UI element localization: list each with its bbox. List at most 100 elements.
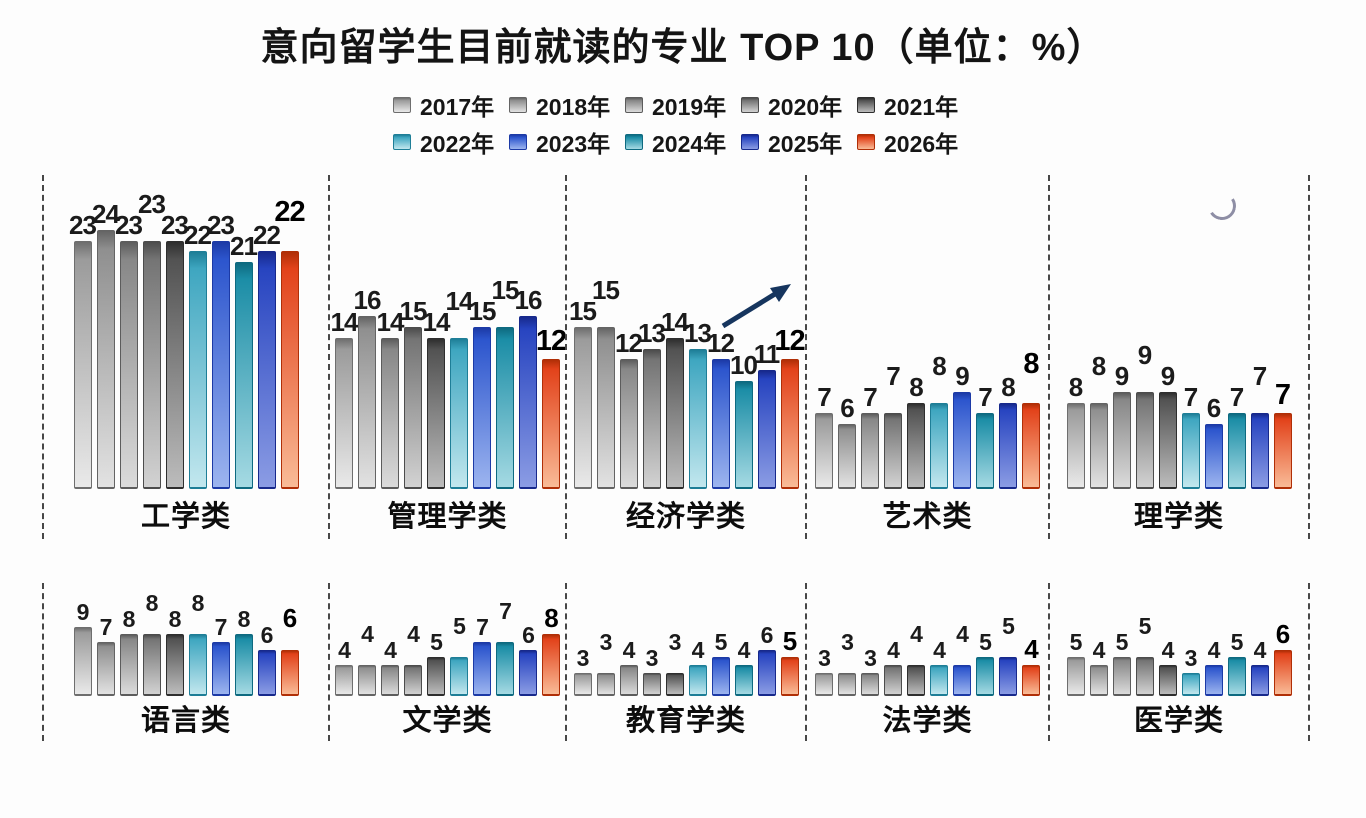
group-label-economics: 经济学类	[625, 500, 746, 533]
legend-label-2022: 2022年	[420, 130, 495, 157]
bar-col-literature-2026: 8	[542, 605, 560, 696]
legend-item-2021: 2021年	[857, 88, 973, 122]
bar-col-medicine-2018: 4	[1089, 638, 1108, 696]
bar-col-law-2023: 4	[953, 622, 971, 696]
bar-arts-2017	[815, 412, 833, 489]
bar-col-science-2018: 8	[1089, 353, 1108, 489]
bar-col-arts-2021: 8	[907, 374, 925, 489]
bar-economics-2018	[596, 326, 615, 489]
bar-value-economics-2025: 11	[753, 338, 780, 369]
bar-value-science-2025: 7	[1252, 360, 1268, 391]
bar-col-medicine-2021: 4	[1158, 638, 1177, 696]
bar-col-law-2020: 4	[884, 638, 902, 696]
chart-row-upper: 23 24 23 23 23 22 23 21 22 22 工学类 14 16 14 15 14 14 15 15 1…	[42, 174, 1310, 539]
legend-label-2021: 2021年	[884, 93, 959, 120]
bar-arts-2021	[907, 402, 925, 489]
bar-col-literature-2021: 5	[427, 628, 445, 696]
bar-law-2020	[884, 664, 902, 696]
bar-value-medicine-2019: 5	[1115, 628, 1129, 655]
bar-science-2023	[1204, 423, 1223, 489]
bar-value-management-2026: 12	[535, 324, 567, 357]
bar-literature-2017	[335, 664, 353, 696]
bar-value-literature-2021: 5	[430, 628, 443, 655]
bar-col-medicine-2026: 6	[1273, 621, 1292, 696]
bar-medicine-2022	[1181, 672, 1200, 696]
bar-col-science-2025: 7	[1250, 363, 1269, 489]
bar-value-science-2017: 8	[1068, 371, 1084, 402]
bar-col-science-2021: 9	[1158, 363, 1177, 489]
bar-science-2020	[1135, 391, 1154, 489]
bar-literature-2020	[404, 664, 422, 696]
bar-science-2018	[1089, 402, 1108, 489]
bar-value-science-2019: 9	[1114, 360, 1130, 391]
bar-languages-2026	[280, 649, 299, 696]
bar-value-education-2018: 3	[599, 628, 613, 655]
bar-col-management-2023: 15	[469, 298, 496, 489]
bars-engineering: 23 24 23 23 23 22 23 21 22 22	[69, 191, 306, 489]
bar-col-economics-2025: 11	[754, 341, 780, 489]
bar-col-management-2019: 14	[377, 309, 404, 489]
bar-medicine-2026	[1273, 649, 1292, 696]
bar-col-medicine-2025: 4	[1250, 638, 1269, 696]
bar-col-arts-2017: 7	[815, 384, 833, 489]
bar-value-arts-2019: 7	[863, 381, 878, 412]
bar-col-engineering-2024: 21	[230, 233, 258, 489]
bar-value-management-2020: 15	[399, 295, 428, 326]
bar-col-economics-2017: 15	[569, 298, 597, 489]
bar-col-education-2019: 4	[619, 638, 638, 696]
bar-value-medicine-2020: 5	[1138, 612, 1152, 639]
bar-value-management-2022: 14	[445, 285, 474, 316]
bar-law-2021	[907, 664, 925, 696]
bar-medicine-2018	[1089, 664, 1108, 696]
bar-value-education-2020: 3	[645, 644, 659, 671]
bar-col-medicine-2024: 5	[1227, 630, 1246, 696]
legend-label-2020: 2020年	[768, 93, 843, 120]
bar-value-education-2021: 3	[668, 628, 682, 655]
legend-item-2024: 2024年	[625, 125, 741, 159]
group-label-medicine: 医学类	[1133, 705, 1224, 738]
bar-col-education-2025: 6	[757, 623, 776, 696]
group-education: 3 3 4 3 3 4 5 4 6 5 教育学类	[565, 582, 805, 741]
bar-col-education-2024: 4	[734, 638, 753, 696]
bar-engineering-2024	[234, 261, 253, 489]
bar-management-2020	[404, 326, 422, 489]
bar-arts-2026	[1022, 402, 1040, 489]
bar-col-management-2024: 15	[492, 277, 519, 489]
bar-col-medicine-2020: 5	[1135, 614, 1154, 696]
legend-swatch-2021	[857, 96, 875, 113]
bar-value-languages-2018: 7	[99, 613, 113, 640]
bar-col-economics-2022: 13	[684, 320, 712, 489]
bar-value-economics-2022: 13	[684, 317, 712, 348]
bar-economics-2025	[757, 369, 776, 489]
bar-col-science-2019: 9	[1112, 360, 1131, 489]
bar-education-2026	[780, 656, 799, 696]
group-label-engineering: 工学类	[140, 500, 231, 533]
bar-col-economics-2021: 14	[661, 309, 689, 489]
bar-col-engineering-2018: 24	[92, 201, 120, 489]
bar-management-2026	[542, 358, 560, 489]
bar-value-engineering-2017: 23	[69, 209, 97, 240]
bar-law-2019	[861, 672, 879, 696]
bar-col-education-2017: 3	[573, 646, 592, 696]
bar-col-economics-2023: 12	[707, 330, 735, 489]
bar-science-2025	[1250, 412, 1269, 489]
bar-col-medicine-2017: 5	[1066, 630, 1085, 696]
legend-swatch-2024	[625, 133, 643, 150]
bar-col-arts-2020: 7	[884, 363, 902, 489]
bar-value-management-2019: 14	[376, 306, 405, 337]
bar-value-arts-2022: 8	[932, 350, 947, 381]
bar-science-2021	[1158, 391, 1177, 489]
group-science: 8 8 9 9 9 7 6 7 7 7 理学类	[1048, 174, 1310, 539]
bar-management-2023	[473, 326, 491, 489]
bar-value-engineering-2020: 23	[138, 188, 166, 219]
bars-economics: 15 15 12 13 14 13 12 10 11 12	[569, 277, 806, 489]
bar-value-engineering-2018: 24	[92, 198, 120, 229]
bar-value-arts-2023: 9	[955, 360, 970, 391]
bar-value-science-2023: 6	[1206, 392, 1222, 423]
bar-law-2026	[1022, 664, 1040, 696]
legend-item-2025: 2025年	[741, 125, 857, 159]
bar-engineering-2022	[188, 250, 207, 489]
bar-value-science-2020: 9	[1137, 339, 1153, 370]
bar-value-languages-2024: 8	[237, 605, 251, 632]
